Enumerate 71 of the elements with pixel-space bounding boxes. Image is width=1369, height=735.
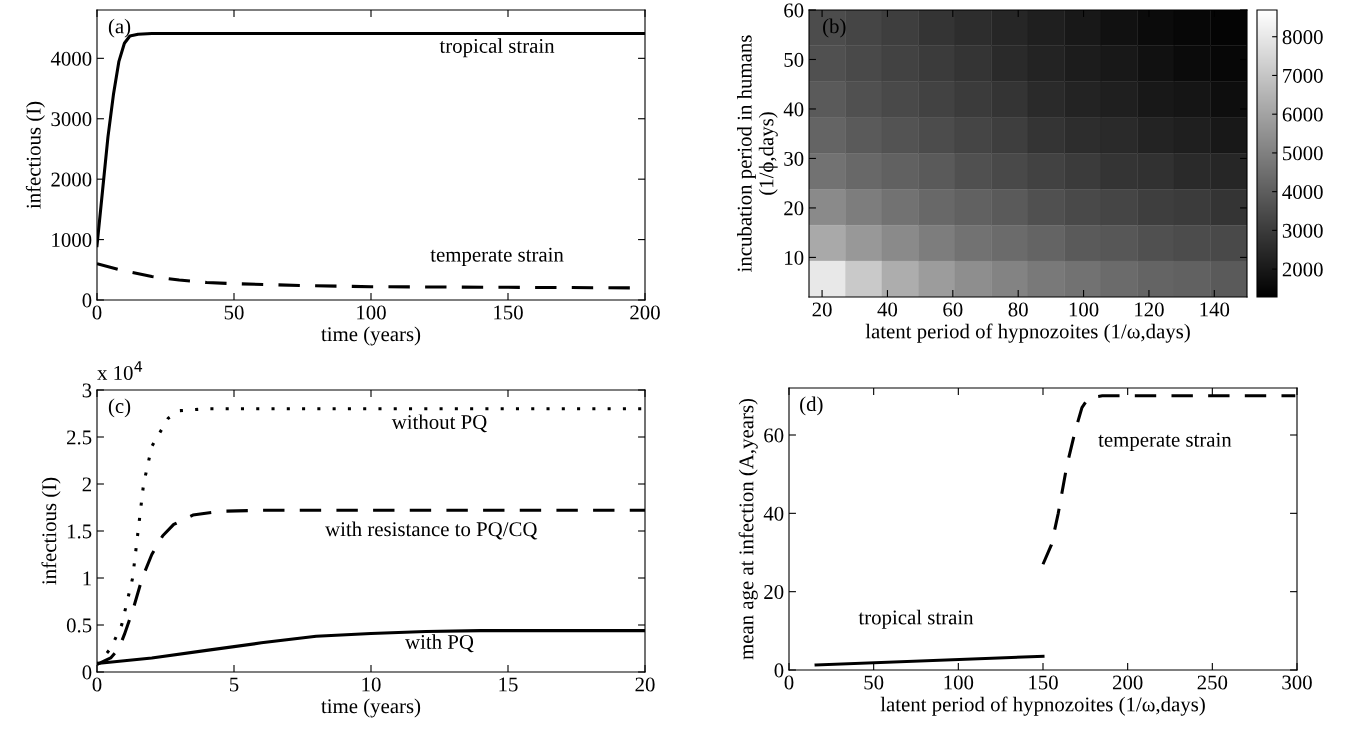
x-tick-label: 100: [357, 305, 386, 320]
y-tick-label: 2.5: [67, 430, 92, 445]
y-tick-label: 1000: [52, 232, 92, 248]
y-tick-label: 3: [82, 383, 92, 398]
x-tick-label: 100: [1069, 302, 1099, 317]
x-tick-label: 140: [1200, 302, 1230, 317]
y-tick-label: 60: [764, 428, 784, 443]
y-axis-title: infectious (I): [25, 101, 45, 209]
y-tick-label: 1.5: [67, 524, 92, 539]
color-bar-label: 2000: [1282, 262, 1323, 277]
x-tick-label: 0: [92, 677, 102, 692]
x-tick-label: 20: [812, 302, 832, 317]
y-tick-label: 40: [763, 506, 784, 521]
annotation: with resistance to PQ/CQ: [325, 521, 538, 540]
color-bar-label: 6000: [1282, 107, 1323, 122]
x-tick-label: 40: [877, 302, 898, 317]
y-tick-label: 20: [784, 201, 804, 216]
x-tick-label: 150: [494, 305, 523, 320]
x-tick-label: 200: [1112, 675, 1143, 690]
y-tick-label: 3000: [51, 112, 92, 127]
text: x 10$^{4}$: [97, 361, 143, 380]
y-tick-label: 0: [774, 663, 784, 678]
y-tick-label: 40: [783, 102, 804, 117]
x-tick-label: 20: [635, 677, 655, 692]
x-tick-label: 120: [1135, 302, 1164, 317]
x-tick-label: 60: [943, 302, 963, 317]
color-bar-label: 7000: [1283, 68, 1323, 83]
annotation: without PQ: [391, 414, 487, 433]
color-bar-label: 5000: [1283, 146, 1323, 161]
y-tick-label: 4000: [50, 51, 92, 66]
y-tick-label: 0.5: [66, 618, 92, 633]
x-tick-label: 100: [944, 675, 974, 690]
y-axis-title: incubation period in humans (1/ϕ,days): [737, 35, 778, 272]
y-axis-title: infectious (I): [41, 477, 61, 585]
annotation: (d): [800, 396, 823, 416]
y-tick-label: 60: [784, 3, 804, 18]
y-tick-label: 10: [785, 250, 804, 265]
x-tick-label: 200: [630, 305, 660, 320]
x-tick-label: 15: [499, 677, 518, 692]
x-tick-label: 50: [224, 305, 244, 320]
color-bar-label: 3000: [1282, 223, 1323, 238]
x-tick-label: 5: [230, 677, 239, 692]
annotation: tropical strain: [439, 38, 555, 58]
annotation: temperate strain: [430, 247, 564, 266]
annotation: (b): [823, 18, 846, 38]
y-axis-title: mean age at infection (A,years): [738, 398, 758, 660]
x-tick-label: 50: [864, 675, 884, 690]
color-bar-label: 4000: [1282, 185, 1323, 200]
annotation: (a): [108, 18, 131, 38]
annotation: with PQ: [405, 634, 474, 653]
annotation: temperate strain: [1098, 432, 1232, 452]
y-tick-label: 50: [784, 52, 804, 67]
x-axis-title: latent period of hypnozoites (1/ω,days): [865, 323, 1190, 343]
x-axis-title: time (years): [321, 326, 421, 346]
y-tick-label: 20: [764, 585, 784, 600]
x-axis-title: time (years): [321, 698, 421, 718]
x-tick-label: 300: [1282, 675, 1312, 690]
x-tick-label: 250: [1197, 675, 1228, 690]
x-tick-label: 80: [1008, 302, 1028, 317]
x-axis-title: latent period of hypnozoites (1/ω,days): [880, 696, 1205, 716]
y-tick-label: 2000: [51, 172, 92, 187]
annotation: (c): [108, 398, 131, 418]
color-bar-label: 8000: [1282, 30, 1323, 45]
y-tick-label: 0: [82, 665, 92, 680]
y-tick-label: 1: [83, 571, 91, 586]
y-tick-label: 30: [784, 151, 804, 166]
annotation: tropical strain: [858, 609, 974, 629]
y-tick-label: 2: [82, 477, 91, 492]
x-tick-label: 150: [1029, 675, 1058, 690]
x-tick-label: 10: [362, 677, 381, 692]
x-tick-label: 0: [92, 305, 102, 320]
